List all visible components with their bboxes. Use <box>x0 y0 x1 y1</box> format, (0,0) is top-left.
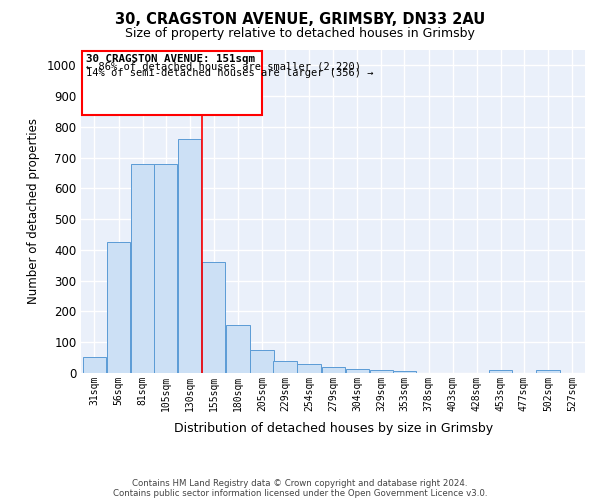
Bar <box>346 369 369 373</box>
Text: 14% of semi-detached houses are larger (356) →: 14% of semi-detached houses are larger (… <box>86 68 373 78</box>
X-axis label: Distribution of detached houses by size in Grimsby: Distribution of detached houses by size … <box>173 422 493 435</box>
Bar <box>370 370 393 373</box>
Text: Contains public sector information licensed under the Open Government Licence v3: Contains public sector information licen… <box>113 488 487 498</box>
Text: 30, CRAGSTON AVENUE, GRIMSBY, DN33 2AU: 30, CRAGSTON AVENUE, GRIMSBY, DN33 2AU <box>115 12 485 28</box>
Bar <box>131 164 154 373</box>
Bar <box>178 139 202 373</box>
Text: Contains HM Land Registry data © Crown copyright and database right 2024.: Contains HM Land Registry data © Crown c… <box>132 478 468 488</box>
Y-axis label: Number of detached properties: Number of detached properties <box>27 118 40 304</box>
Text: ← 86% of detached houses are smaller (2,220): ← 86% of detached houses are smaller (2,… <box>86 62 361 72</box>
Bar <box>107 242 130 373</box>
Bar <box>226 325 250 373</box>
Bar <box>536 370 560 373</box>
Bar <box>489 370 512 373</box>
Bar <box>83 358 106 373</box>
Text: 30 CRAGSTON AVENUE: 151sqm: 30 CRAGSTON AVENUE: 151sqm <box>86 54 255 64</box>
Bar <box>298 364 321 373</box>
Bar <box>322 366 345 373</box>
Bar <box>250 350 274 373</box>
Text: Size of property relative to detached houses in Grimsby: Size of property relative to detached ho… <box>125 28 475 40</box>
FancyBboxPatch shape <box>82 50 262 115</box>
Bar <box>202 262 226 373</box>
Bar <box>393 370 416 373</box>
Bar <box>274 360 297 373</box>
Bar <box>154 164 178 373</box>
